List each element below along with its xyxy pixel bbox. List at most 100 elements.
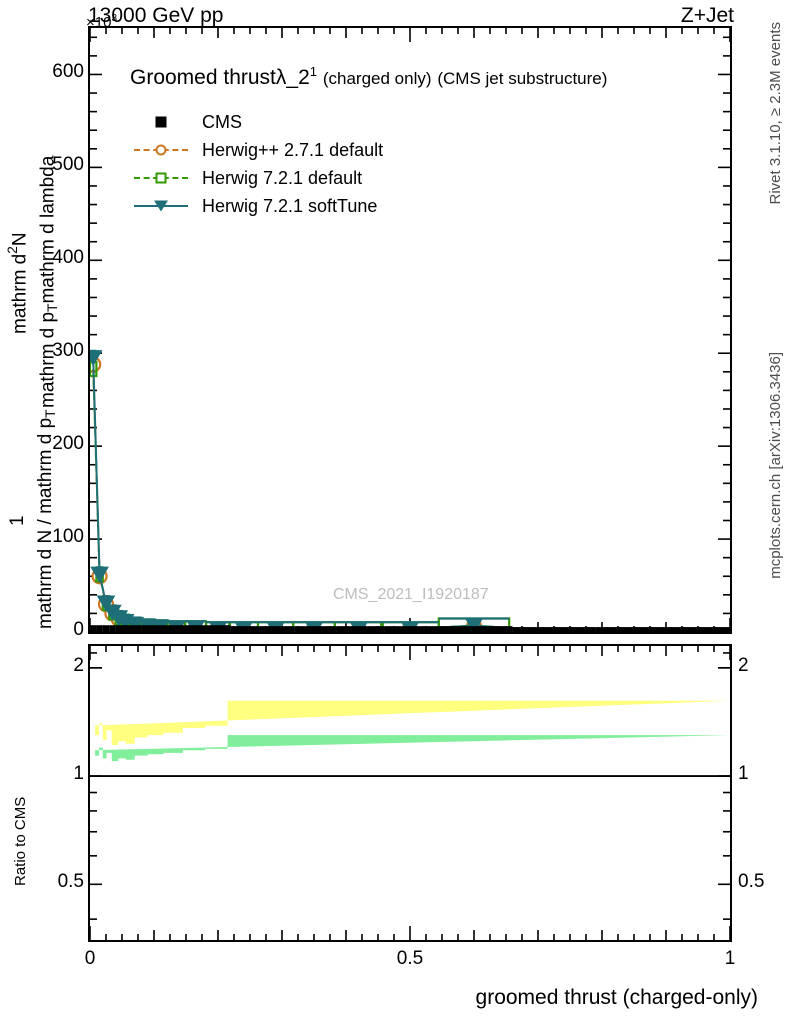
marker-circle-open (104, 605, 121, 622)
marker-triangle-down (304, 621, 324, 632)
marker-triangle-down (151, 619, 170, 632)
ratio-band-outer (90, 700, 730, 746)
cms-data-point (259, 626, 295, 632)
legend: CMS Herwig++ 2.7.1 default Herwig 7.2.1 de… (130, 108, 460, 220)
cms-data-point (102, 625, 110, 632)
y-tick-label: 500 (52, 154, 84, 176)
marker-circle-open (90, 356, 102, 373)
cms-data-point (384, 626, 442, 632)
marker-circle-open (97, 596, 115, 613)
y-tick-label: 600 (52, 61, 84, 83)
cms-data-point (168, 625, 186, 632)
marker-triangle-down (90, 350, 103, 367)
marker-triangle-down (109, 610, 129, 627)
y-label-num-tail: N (9, 232, 31, 247)
cms-data-point (595, 627, 730, 632)
marker-square-open (108, 604, 117, 621)
cms-data-point (230, 626, 260, 632)
marker-triangle-down (266, 621, 285, 632)
legend-entry[interactable]: Herwig 7.2.1 default (130, 164, 460, 192)
ratio-y-tick-label-right: 0.5 (738, 871, 765, 893)
marker-square-open (140, 618, 156, 632)
ratio-y-tick-label-right: 1 (738, 763, 749, 785)
cms-data-point (90, 625, 97, 632)
cms-data-point (115, 625, 122, 632)
marker-circle-open (187, 621, 204, 632)
x-tick-label: 0 (84, 948, 96, 969)
ratio-y-tick-label-left: 2 (73, 654, 84, 676)
marker-triangle-down (115, 614, 135, 631)
ratio-y-tick-label-left: 0.5 (57, 871, 84, 893)
legend-marker-circle-open-icon (130, 138, 192, 162)
y-axis-tick-labels: 0 100 200 300 400 500 600 (34, 0, 84, 640)
legend-entry-label: Herwig++ 2.7.1 default (202, 139, 384, 160)
cms-data-point (186, 625, 207, 632)
marker-square-open (437, 617, 511, 632)
legend-marker-triangle-down-icon (130, 194, 192, 218)
marker-triangle-down (400, 621, 420, 632)
cms-data-point (122, 625, 130, 632)
marker-square-open (128, 616, 142, 632)
y-label-prefactor-numerator: 1 (7, 514, 29, 526)
marker-square-open (256, 621, 295, 632)
y-label-numerator: mathrm d2N (2, 232, 34, 335)
marker-square-open (184, 620, 208, 632)
marker-circle-open (152, 619, 169, 632)
marker-square-open (204, 621, 232, 632)
x-axis-tick-labels: 0 0.5 1 (0, 948, 786, 976)
plot-title-paren1: (charged only) (322, 69, 432, 88)
cms-data-point (336, 626, 385, 632)
y-tick-label: 200 (52, 433, 84, 455)
marker-square-open (333, 621, 384, 632)
legend-glyph-square-open-icon (155, 172, 167, 184)
marker-square-open (114, 609, 124, 627)
marker-circle-open (235, 622, 252, 632)
legend-glyph-square-filled-icon (155, 116, 167, 128)
marker-triangle-down (464, 617, 484, 632)
ratio-plot-canvas (90, 646, 730, 940)
marker-circle-open (139, 618, 156, 632)
marker-square-open (95, 566, 104, 583)
y-tick-label: 0 (73, 619, 84, 640)
y-tick-label: 100 (52, 526, 84, 548)
marker-circle-open (401, 622, 419, 632)
beam-energy-label: 13000 GeV pp (88, 4, 224, 27)
marker-triangle-down (125, 616, 145, 632)
marker-circle-open (305, 622, 323, 632)
legend-marker-square-filled-icon (130, 110, 192, 134)
cms-data-point (442, 626, 513, 632)
plot-title-lambda: λ_2 (275, 66, 310, 89)
x-tick-label: 1 (724, 948, 736, 969)
marker-square-open (380, 621, 440, 632)
marker-square-open (166, 620, 187, 632)
marker-circle-open (91, 568, 108, 585)
marker-circle-open (209, 621, 227, 632)
marker-square-open (228, 621, 260, 632)
plot-title: Groomed thrustλ_21 (charged only) (CMS j… (130, 64, 607, 90)
legend-marker-square-open-icon (130, 166, 192, 190)
marker-circle-open (465, 618, 483, 632)
legend-entry-label: CMS (202, 111, 242, 132)
marker-square-open (152, 619, 169, 632)
legend-entry[interactable]: CMS (130, 108, 460, 136)
legend-entry-label: Herwig 7.2.1 default (202, 167, 363, 188)
marker-circle-open (126, 616, 143, 632)
plot-title-main: Groomed thrust (130, 66, 276, 89)
legend-entry[interactable]: Herwig 7.2.1 softTune (130, 192, 460, 220)
marker-triangle-down (234, 621, 253, 632)
marker-triangle-down (138, 618, 157, 632)
ratio-y-tick-label-left: 1 (73, 763, 84, 785)
marker-circle-open (117, 613, 134, 630)
cms-data-point (96, 625, 103, 632)
process-label: Z+Jet (680, 4, 734, 27)
legend-entry[interactable]: Herwig++ 2.7.1 default (130, 136, 460, 164)
marker-triangle-down (208, 621, 228, 632)
marker-square-open (90, 360, 98, 378)
marker-circle-open (110, 610, 127, 628)
marker-triangle-down (96, 595, 116, 612)
analysis-id-watermark: CMS_2021_I1920187 (333, 586, 489, 603)
ratio-plot-area[interactable] (88, 644, 732, 942)
cms-data-point (294, 626, 337, 632)
cms-data-point (109, 625, 116, 632)
